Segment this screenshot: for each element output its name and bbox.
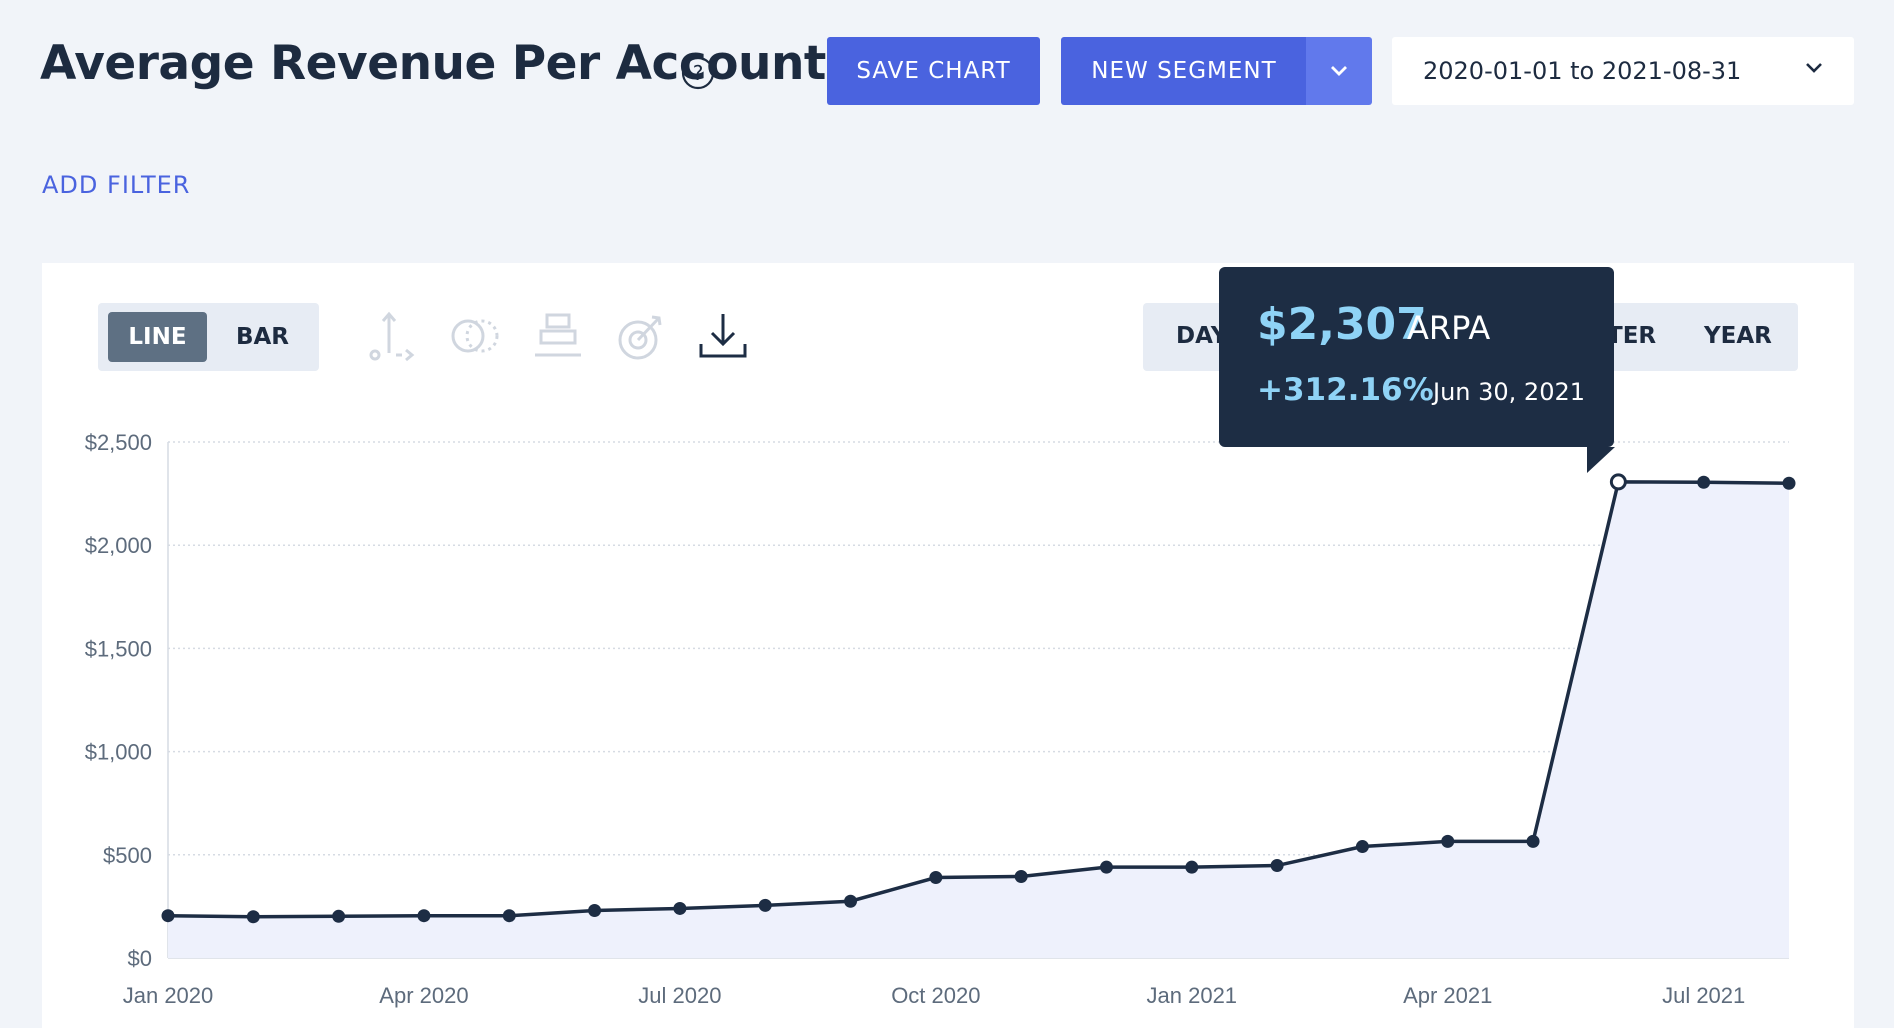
tooltip-value: $2,307 [1257,299,1427,350]
data-point [1526,834,1540,848]
data-point [161,909,175,923]
data-point [588,904,602,918]
data-point [1441,834,1455,848]
tooltip-date: Jun 30, 2021 [1433,378,1586,406]
goal-target-icon[interactable] [614,309,666,363]
chart-type-toggle: LINE BAR [98,303,319,371]
save-chart-button[interactable]: SAVE CHART [827,37,1040,105]
period-day-button[interactable]: DAY [1176,323,1228,349]
x-tick-label: Jul 2020 [638,983,721,1008]
chevron-down-icon [1806,63,1822,73]
series-area [168,481,1789,958]
series-line [167,480,1790,919]
tooltip-label: ARPA [1407,309,1491,347]
data-point [1355,840,1369,854]
x-tick-label: Jan 2021 [1147,983,1238,1008]
x-tick-label: Jan 2020 [123,983,214,1008]
stack-icon[interactable] [532,309,584,363]
y-tick-label: $0 [128,946,152,971]
add-filter-link[interactable]: ADD FILTER [42,171,191,199]
data-point [758,898,772,912]
x-tick-label: Apr 2021 [1403,983,1492,1008]
new-segment-dropdown-button[interactable] [1306,37,1372,105]
date-range-select[interactable]: 2020-01-01 to 2021-08-31 [1392,37,1854,105]
new-segment-button[interactable]: NEW SEGMENT [1061,37,1307,105]
x-tick-label: Apr 2020 [379,983,468,1008]
bar-chart-button[interactable]: BAR [235,324,290,350]
download-icon[interactable] [697,309,749,363]
y-tick-label: $500 [103,843,152,868]
data-point [1782,476,1796,490]
y-tick-label: $2,500 [85,430,152,455]
y-tick-label: $1,500 [85,636,152,661]
y-tick-label: $1,000 [85,740,152,765]
tooltip-change: +312.16% [1257,372,1434,408]
question-circle-icon[interactable]: ? [681,56,715,90]
data-point [332,909,346,923]
data-point [502,909,516,923]
data-point [1099,860,1113,874]
chevron-down-icon [1331,66,1347,76]
period-quarter-button[interactable]: TER [1607,323,1657,349]
x-tick-label: Oct 2020 [891,983,980,1008]
data-point [1014,869,1028,883]
axis-icon[interactable] [366,309,418,363]
data-point [673,901,687,915]
y-tick-label: $2,000 [85,533,152,558]
line-chart-button[interactable]: LINE [108,312,207,362]
data-point [844,894,858,908]
svg-text:?: ? [693,61,704,85]
data-point [1270,859,1284,873]
data-point-tooltip: $2,307 ARPA +312.16% Jun 30, 2021 [1219,267,1615,473]
data-point [246,910,260,924]
page-title: Average Revenue Per Account [40,36,826,91]
date-range-value: 2020-01-01 to 2021-08-31 [1423,57,1742,85]
data-point [417,909,431,923]
compare-icon[interactable] [448,309,500,363]
highlighted-data-point [1609,473,1627,491]
period-year-button[interactable]: YEAR [1704,323,1772,349]
x-tick-label: Jul 2021 [1662,983,1745,1008]
data-point [929,871,943,885]
data-point [1185,860,1199,874]
data-point [1697,475,1711,489]
